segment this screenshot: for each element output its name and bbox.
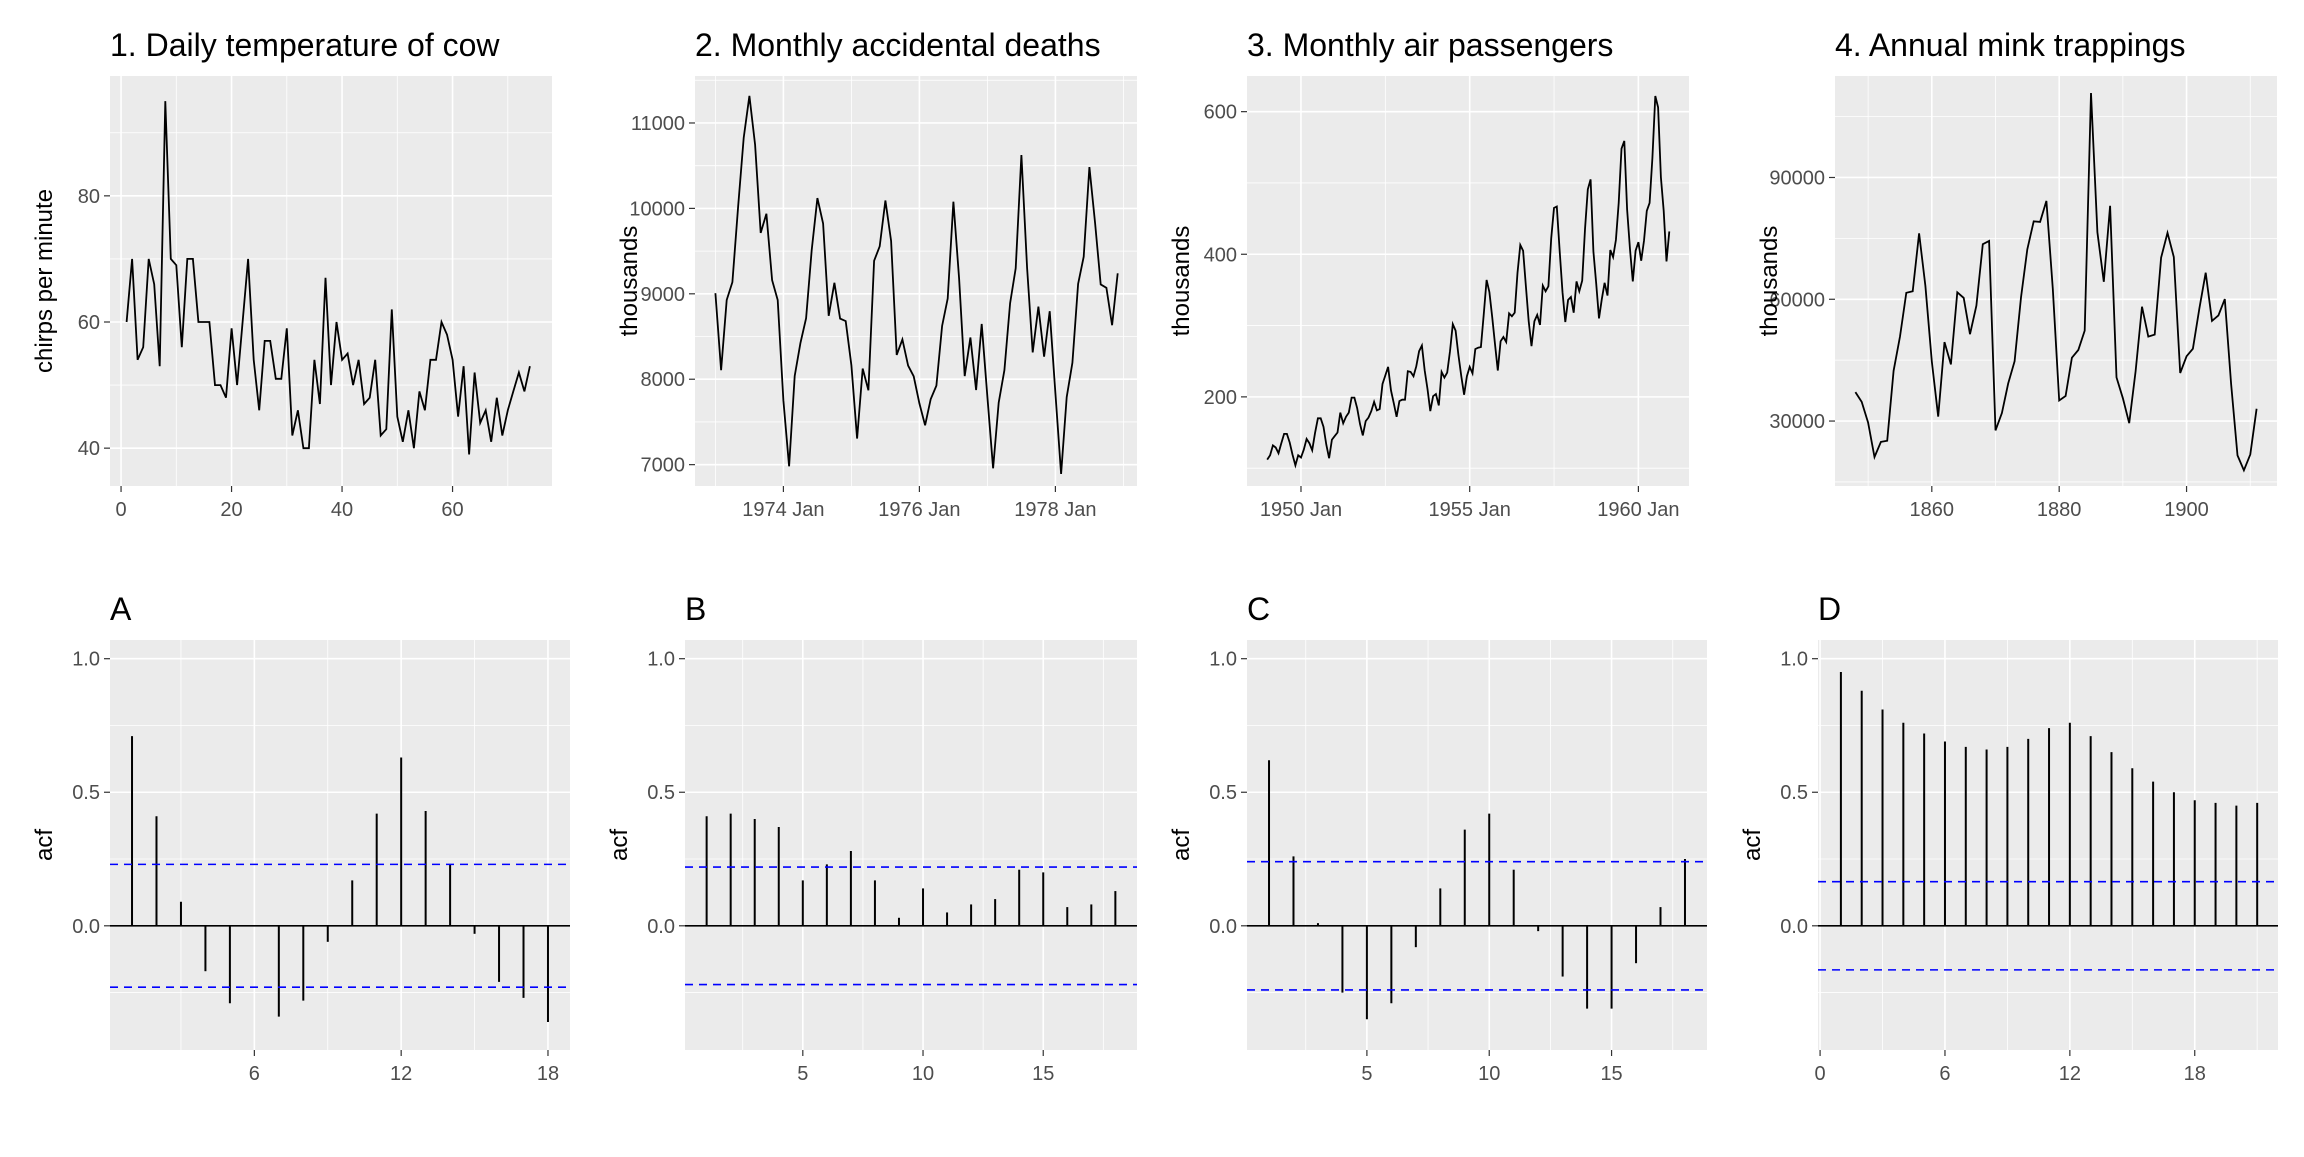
y-axis-title: thousands bbox=[1756, 226, 1783, 337]
x-tick-label: 6 bbox=[249, 1063, 260, 1085]
y-tick-label: 600 bbox=[1204, 102, 1237, 124]
x-tick-label: 15 bbox=[1600, 1063, 1622, 1085]
y-axis-title: thousands bbox=[616, 226, 643, 337]
y-axis-title: chirps per minute bbox=[31, 189, 58, 373]
x-tick-label: 0 bbox=[1815, 1063, 1826, 1085]
x-tick-label: 5 bbox=[797, 1063, 808, 1085]
chart-title: C bbox=[1247, 591, 1270, 627]
y-tick-label: 0.0 bbox=[1780, 916, 1808, 938]
y-tick-label: 10000 bbox=[629, 198, 685, 220]
panel-background bbox=[685, 640, 1137, 1050]
panel-background bbox=[1818, 640, 2278, 1050]
x-tick-label: 1960 Jan bbox=[1597, 499, 1679, 521]
series-line bbox=[1854, 92, 2258, 473]
x-tick-label: 1880 bbox=[2037, 499, 2082, 521]
y-tick-label: 40 bbox=[78, 438, 100, 460]
x-tick-label: 1900 bbox=[2164, 499, 2209, 521]
y-tick-label: 1.0 bbox=[647, 649, 675, 671]
y-tick-label: 1.0 bbox=[1780, 649, 1808, 671]
x-tick-label: 1974 Jan bbox=[742, 499, 824, 521]
x-tick-label: 1976 Jan bbox=[878, 499, 960, 521]
y-tick-label: 8000 bbox=[641, 369, 686, 391]
chart-title: 1. Daily temperature of cow bbox=[110, 27, 500, 63]
y-tick-label: 9000 bbox=[641, 284, 686, 306]
y-tick-label: 7000 bbox=[641, 455, 686, 477]
y-tick-label: 60000 bbox=[1769, 289, 1825, 311]
panel-background bbox=[110, 76, 552, 486]
x-tick-label: 1860 bbox=[1910, 499, 1955, 521]
y-tick-label: 60 bbox=[78, 312, 100, 334]
panel-background bbox=[110, 640, 570, 1050]
y-tick-label: 0.5 bbox=[1780, 782, 1808, 804]
series-line bbox=[125, 101, 531, 455]
x-tick-label: 1950 Jan bbox=[1260, 499, 1342, 521]
panel-background bbox=[1247, 76, 1689, 486]
x-tick-label: 18 bbox=[537, 1063, 559, 1085]
chart-title: A bbox=[110, 591, 132, 627]
y-axis-title: acf bbox=[31, 829, 58, 861]
panel-p2: 1974 Jan 1976 Jan 1978 Jan 7000 8000 9000 1000… bbox=[616, 27, 1137, 521]
y-tick-label: 1.0 bbox=[72, 649, 100, 671]
chart-title: D bbox=[1818, 591, 1841, 627]
y-tick-label: 0.0 bbox=[72, 916, 100, 938]
x-tick-label: 10 bbox=[1478, 1063, 1500, 1085]
x-tick-label: 1978 Jan bbox=[1014, 499, 1096, 521]
y-tick-label: 80 bbox=[78, 186, 100, 208]
panel-p3: 1950 Jan 1955 Jan 1960 Jan 200 400 600 3. Mont… bbox=[1168, 27, 1689, 521]
x-tick-label: 12 bbox=[2059, 1063, 2081, 1085]
x-tick-label: 1955 Jan bbox=[1429, 499, 1511, 521]
chart-title: 4. Annual mink trappings bbox=[1835, 27, 2185, 63]
x-tick-label: 20 bbox=[220, 499, 242, 521]
y-axis-title: acf bbox=[1168, 829, 1195, 861]
panel-background bbox=[1247, 640, 1707, 1050]
x-tick-label: 0 bbox=[115, 499, 126, 521]
y-tick-label: 0.0 bbox=[647, 916, 675, 938]
y-axis-title: thousands bbox=[1168, 226, 1195, 337]
x-tick-label: 18 bbox=[2184, 1063, 2206, 1085]
panel-background bbox=[695, 76, 1137, 486]
chart-title: 2. Monthly accidental deaths bbox=[695, 27, 1101, 63]
panel-p1: 0 20 40 60 40 60 80 1. Daily temperature of cow… bbox=[31, 27, 552, 521]
y-axis-title: acf bbox=[606, 829, 633, 861]
y-tick-label: 400 bbox=[1204, 244, 1237, 266]
y-tick-label: 30000 bbox=[1769, 411, 1825, 433]
series-line bbox=[1266, 95, 1671, 469]
x-tick-label: 6 bbox=[1939, 1063, 1950, 1085]
chart-title: 3. Monthly air passengers bbox=[1247, 27, 1613, 63]
x-tick-label: 5 bbox=[1361, 1063, 1372, 1085]
y-tick-label: 1.0 bbox=[1209, 649, 1237, 671]
x-tick-label: 12 bbox=[390, 1063, 412, 1085]
panel-p4: 1860 1880 1900 30000 60000 90000 4. Annual min… bbox=[1756, 27, 2277, 521]
y-tick-label: 11000 bbox=[631, 113, 685, 135]
x-tick-label: 60 bbox=[441, 499, 463, 521]
y-tick-label: 200 bbox=[1204, 387, 1237, 409]
y-tick-label: 0.5 bbox=[647, 782, 675, 804]
series-line bbox=[714, 95, 1119, 474]
x-tick-label: 10 bbox=[912, 1063, 934, 1085]
panel-background bbox=[1835, 76, 2277, 486]
chart-title: B bbox=[685, 591, 706, 627]
y-tick-label: 90000 bbox=[1769, 167, 1825, 189]
y-tick-label: 0.5 bbox=[1209, 782, 1237, 804]
y-tick-label: 0.0 bbox=[1209, 916, 1237, 938]
x-tick-label: 15 bbox=[1032, 1063, 1054, 1085]
y-axis-title: acf bbox=[1739, 829, 1766, 861]
y-tick-label: 0.5 bbox=[72, 782, 100, 804]
x-tick-label: 40 bbox=[331, 499, 353, 521]
